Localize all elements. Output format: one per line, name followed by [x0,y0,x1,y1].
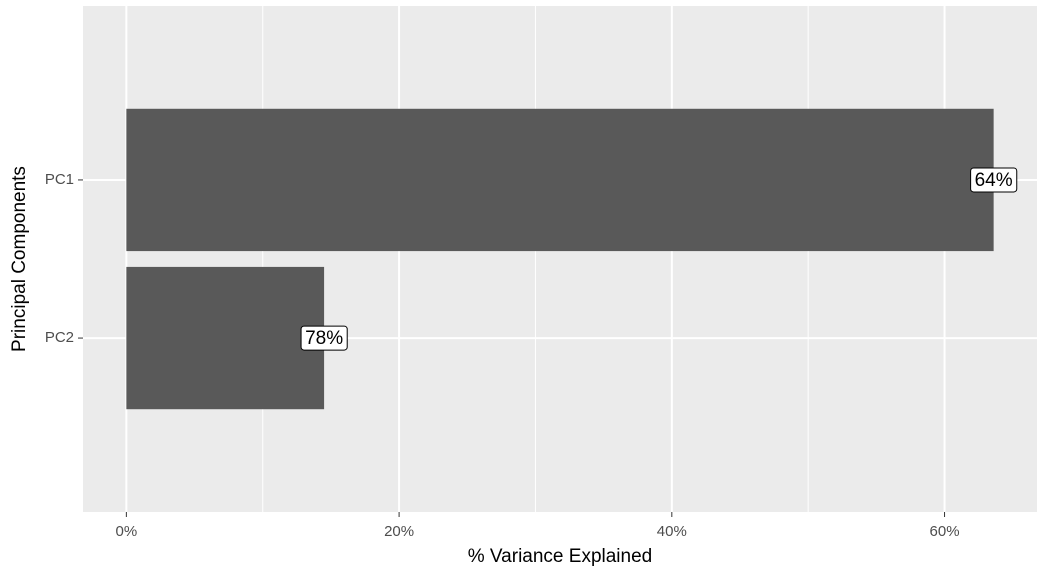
grid [83,6,1037,512]
x-tick-label: 0% [116,523,138,540]
y-tick-label: PC2 [45,329,74,346]
annotation-text: 78% [305,328,343,349]
annotation-box [970,167,1018,193]
y-tick-label: PC1 [45,171,74,188]
marks: 64% 78% [126,108,1018,410]
bar-annotation: 78% [300,325,348,351]
bar-annotation: 64% [970,167,1018,193]
bar [126,108,994,252]
x-tick-label: 60% [930,523,960,540]
panel [83,6,1037,512]
y-axis-title: Principal Components [9,166,30,352]
x-axis-title: % Variance Explained [468,546,652,567]
x-tick-label: 20% [384,523,414,540]
x-tick-label: 40% [657,523,687,540]
bar [126,266,325,410]
annotation-box [300,325,348,351]
annotation-text: 64% [975,170,1013,191]
